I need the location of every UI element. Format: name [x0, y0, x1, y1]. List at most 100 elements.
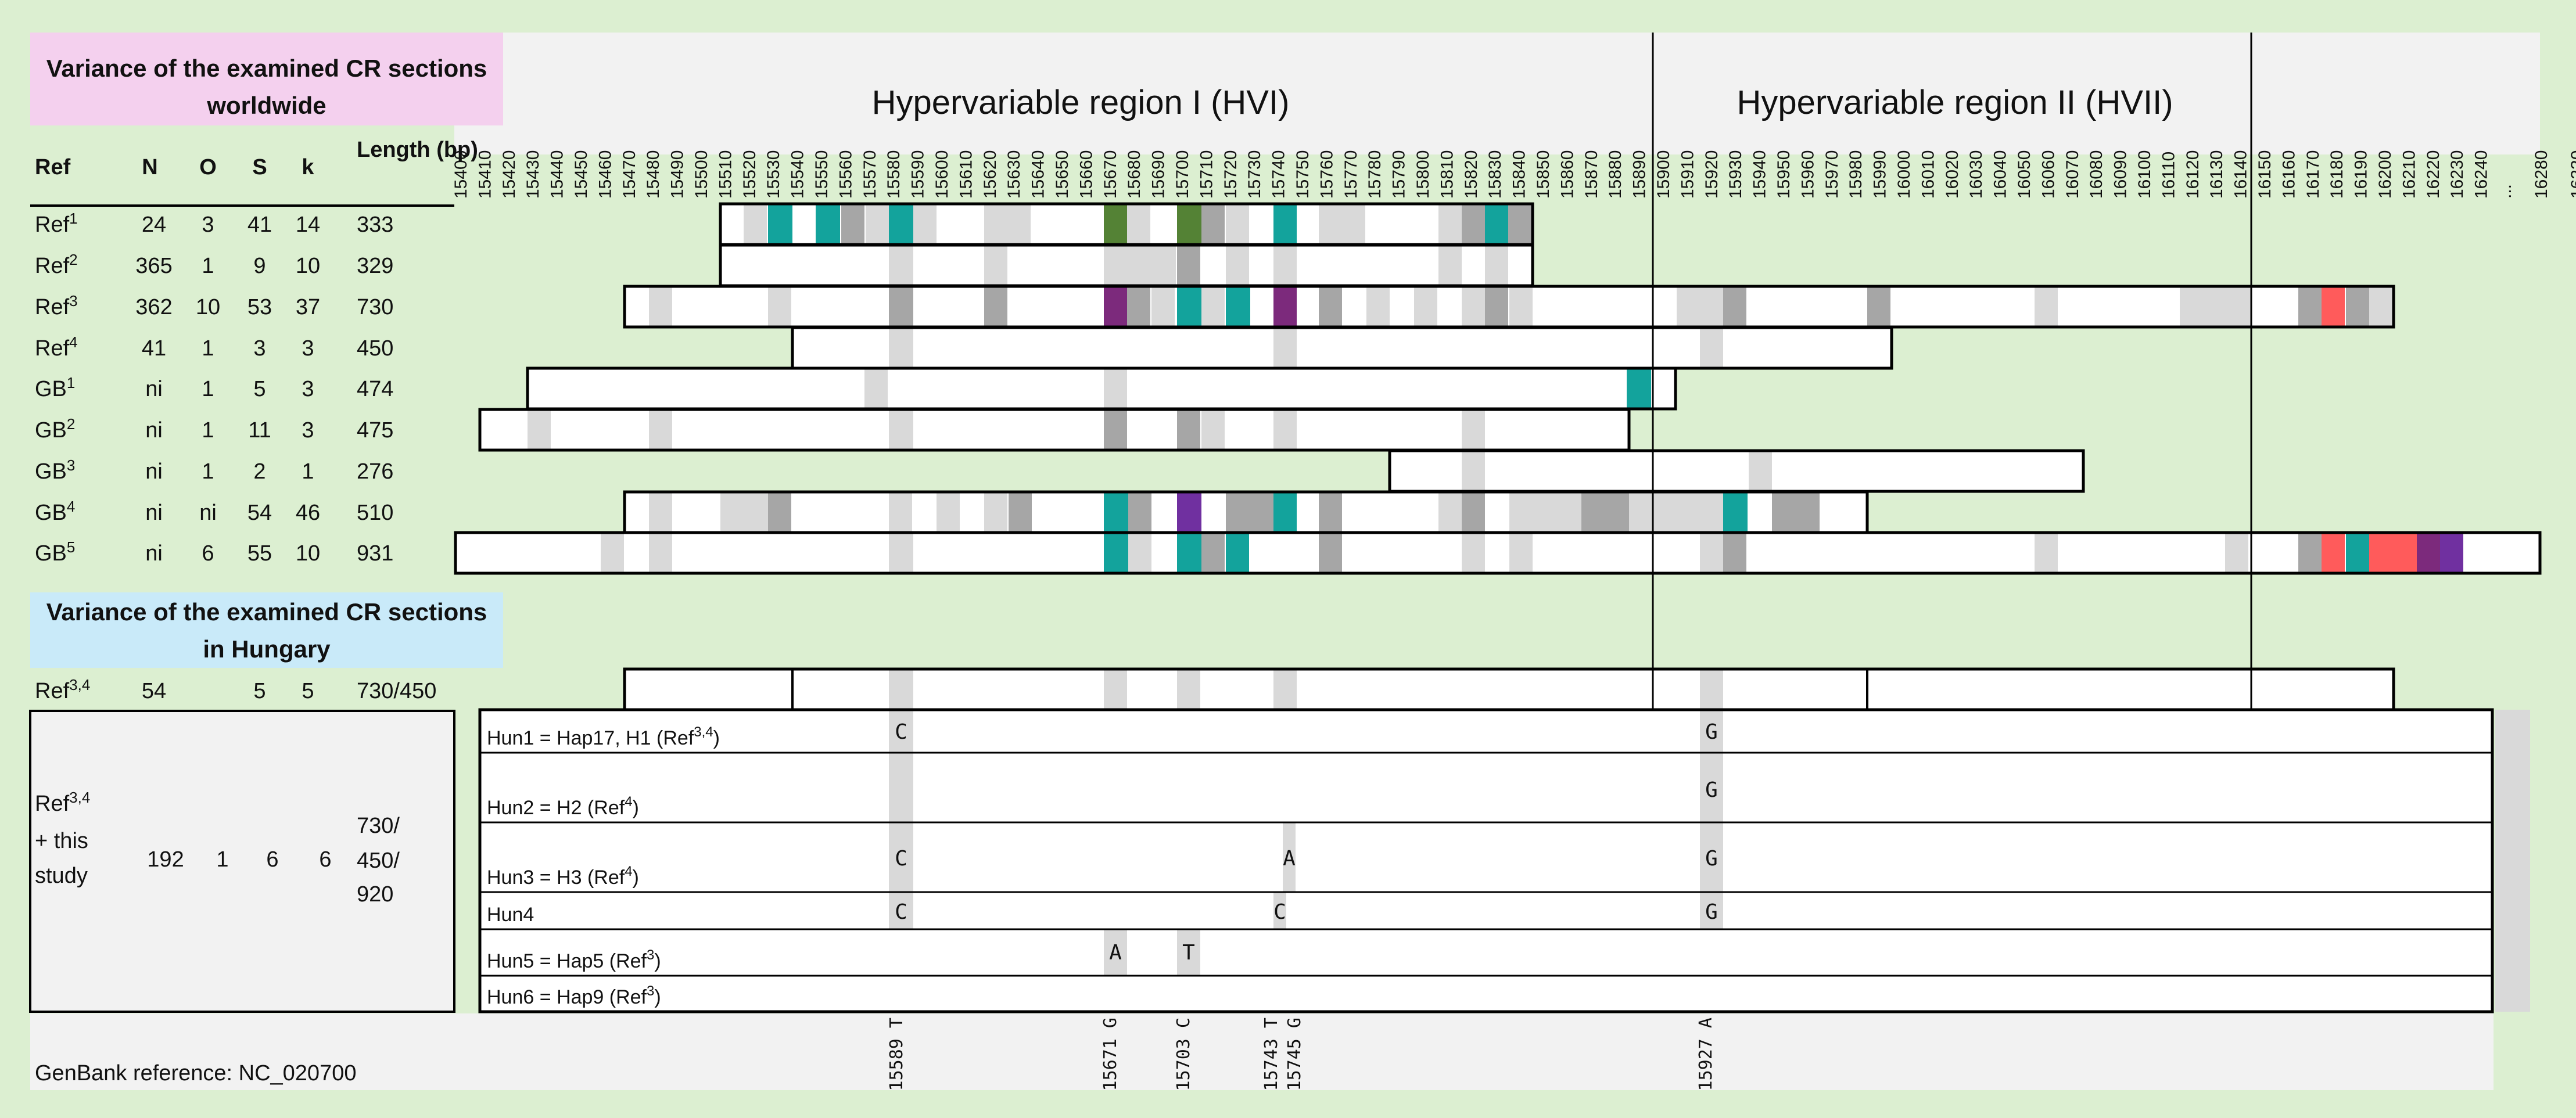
tick-label: 15950	[1774, 150, 1793, 199]
row-s: 9	[253, 254, 266, 278]
tick-label: 15410	[475, 150, 494, 199]
hap-column-shade	[1700, 710, 1723, 753]
hungary-row-s: 5	[253, 679, 266, 703]
variant-cell	[1201, 204, 1225, 245]
variant-cell	[1201, 533, 1225, 573]
haplotype-base: T	[1182, 941, 1195, 965]
tick-label: 15830	[1486, 150, 1505, 199]
hungary-row-ref-text: Ref	[35, 679, 70, 703]
row-ref: Ref4	[35, 333, 78, 361]
row-length: 450	[357, 336, 393, 361]
variant-cell	[1867, 286, 1890, 327]
header-length-text: Length (bp)	[357, 138, 478, 162]
row-ref-sup: 2	[67, 415, 75, 433]
row-s: 2	[253, 459, 266, 484]
variant-cell	[768, 286, 791, 327]
variant-cell	[1581, 492, 1629, 533]
hungary-row-n: 54	[142, 679, 166, 703]
variant-cell	[984, 204, 1031, 245]
variant-cell	[1273, 245, 1297, 286]
variant-cell	[649, 492, 672, 533]
variant-cell	[1273, 286, 1297, 327]
row-ref-sup: 1	[69, 210, 77, 227]
tick-label: 16200	[2376, 150, 2395, 199]
variant-cell	[2298, 533, 2322, 573]
tick-label: 15740	[1269, 150, 1289, 199]
row-ref: GB5	[35, 538, 75, 566]
bottom-position-label: 15927 A	[1696, 1018, 1716, 1091]
haplotype-ref: (Ref	[609, 950, 647, 972]
haplotype-label: Hun1 = Hap17, H1 (Ref3,4)	[487, 724, 720, 749]
haplotype-name: Hun5 = Hap5	[487, 950, 609, 972]
row-ref-text: GB	[35, 459, 67, 484]
variant-cell	[841, 204, 864, 245]
haplotype-ref: (Ref	[587, 867, 625, 889]
variant-cell	[528, 409, 551, 450]
variant-cell	[2440, 533, 2463, 573]
variant-cell	[2369, 533, 2417, 573]
hungary-row-ref: Ref3,4	[35, 676, 90, 703]
row-ref-text: Ref	[35, 254, 70, 278]
tick-label: 15610	[956, 150, 975, 199]
row-ref-text: GB	[35, 377, 67, 401]
variant-cell	[1723, 492, 1748, 533]
haplotype-base: A	[1109, 941, 1122, 965]
variant-cell	[1462, 533, 1485, 573]
row-n: ni	[145, 377, 163, 401]
haplotype-ref: (Ref	[656, 727, 694, 749]
row-k: 3	[302, 336, 314, 361]
variant-cell	[1128, 492, 1151, 533]
variant-cell	[1273, 669, 1297, 710]
tick-label: 15970	[1822, 150, 1842, 199]
tick-label: 15960	[1798, 150, 1817, 199]
haplotype-base: G	[1705, 900, 1718, 924]
variant-cell	[1772, 492, 1820, 533]
header-length: Length (bp)	[357, 138, 478, 162]
study-o: 1	[216, 847, 228, 872]
tick-label: 15510	[716, 150, 735, 199]
tick-label: 15490	[668, 150, 687, 199]
tick-label: 16020	[1943, 150, 1962, 199]
row-s: 41	[247, 213, 272, 237]
variant-cell	[1462, 409, 1485, 450]
haplotype-label: Hun5 = Hap5 (Ref3)	[487, 947, 661, 972]
row-length: 475	[357, 418, 393, 443]
row-n: 24	[142, 213, 166, 237]
variant-cell	[889, 245, 913, 286]
variant-cell	[768, 492, 791, 533]
tick-label: 15480	[644, 150, 663, 199]
variant-cell	[1226, 492, 1273, 533]
variant-cell	[1273, 328, 1297, 368]
header-s: S	[252, 155, 267, 179]
tick-label: 16190	[2352, 150, 2371, 199]
row-s: 54	[247, 501, 272, 525]
study-length-line3: 920	[357, 882, 393, 907]
haplotype-ref-close: )	[654, 986, 661, 1008]
row-ref-text: Ref	[35, 213, 70, 237]
variant-cell	[1177, 409, 1200, 450]
row-length: 329	[357, 254, 393, 278]
variant-cell	[889, 286, 913, 327]
haplotype-name: Hun1 = Hap17, H1	[487, 727, 656, 749]
row-o: ni	[199, 501, 217, 525]
variant-cell	[1319, 204, 1365, 245]
haplotype-base: C	[895, 847, 907, 871]
variant-cell	[1177, 492, 1201, 533]
tick-label: 15920	[1702, 150, 1721, 199]
haplotype-table: Hun1 = Hap17, H1 (Ref3,4)Hun2 = H2 (Ref4…	[478, 708, 2494, 1091]
row-ref-text: Ref	[35, 295, 70, 319]
variant-cell	[2180, 286, 2252, 327]
tick-label: 16220	[2424, 150, 2443, 199]
variant-cell	[2346, 286, 2369, 327]
variant-cell	[1104, 409, 1127, 450]
variant-cell	[2035, 533, 2058, 573]
track-bar-outline	[454, 531, 2542, 575]
row-length: 474	[357, 377, 393, 401]
study-n: 192	[147, 847, 184, 872]
tick-label: 15550	[812, 150, 831, 199]
variant-cell	[1319, 533, 1342, 573]
track-bar-fill	[528, 368, 1676, 409]
tick-label: 15460	[595, 150, 615, 199]
variant-cell	[1723, 286, 1746, 327]
row-o: 1	[202, 377, 214, 401]
